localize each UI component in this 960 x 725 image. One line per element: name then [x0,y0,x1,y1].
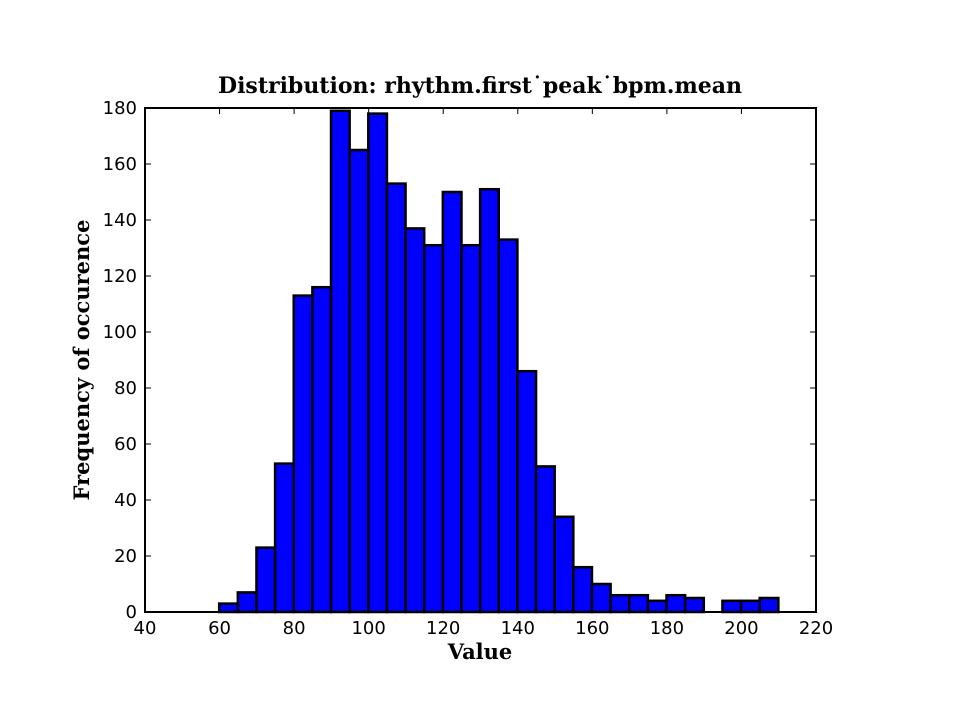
histogram-bar-2 [255,546,277,614]
histogram-bar-29 [758,596,780,614]
histogram-bar-19 [572,565,594,614]
axis-ticks-group: 40 60 80 100 120 140 160 180 200 220 0 20 40 60 80 100 1… [103,98,834,639]
histogram-bar-28 [739,599,761,614]
histogram-bar-10 [404,227,426,614]
histogram-bar-16 [516,369,538,614]
histogram-bar-27 [721,599,743,614]
y-tick-label-0: 0 [126,602,137,623]
x-tick-label-8: 200 [724,618,758,639]
histogram-bar-5 [311,285,333,614]
histogram-bar-18 [553,515,575,614]
histogram-bar-13 [460,243,482,614]
x-tick-label-3: 100 [351,618,385,639]
y-tick-label-4: 80 [114,378,137,399]
histogram-bar-24 [665,593,687,614]
histogram-bar-14 [478,187,501,614]
histogram-bar-7 [348,148,370,614]
histogram-bar-22 [627,593,650,614]
x-axis-title: Value [447,639,513,664]
histogram-bar-20 [590,582,612,614]
histogram-bar-23 [646,599,668,614]
histogram-bar-8 [367,112,389,614]
histogram-bar-6 [329,109,351,614]
histogram-bar-4 [292,294,314,614]
histogram-bar-9 [385,182,407,614]
histogram-bar-0 [217,602,240,614]
histogram-bar-21 [609,593,631,614]
x-tick-label-5: 140 [501,618,535,639]
histogram-bar-12 [441,190,463,614]
chart-title: Distribution: rhythm.first˙peak˙bpm.mean [218,73,742,99]
x-tick-label-2: 80 [283,618,306,639]
bars-group [217,109,780,614]
x-tick-label-0: 40 [134,618,157,639]
x-tick-label-4: 120 [426,618,460,639]
histogram-bar-11 [422,243,445,614]
histogram-bar-3 [273,462,295,614]
histogram-bar-25 [683,596,706,614]
x-tick-label-6: 160 [575,618,609,639]
y-tick-label-7: 140 [103,210,137,231]
y-tick-label-9: 180 [103,98,137,119]
x-tick-label-9: 220 [799,618,833,639]
y-tick-label-1: 20 [114,546,137,567]
y-tick-label-3: 60 [114,434,137,455]
y-tick-label-2: 40 [114,490,137,511]
y-tick-label-5: 100 [103,322,137,343]
y-tick-label-6: 120 [103,266,137,287]
plot-frame [144,107,817,613]
histogram-bar-17 [534,465,556,614]
y-axis-title: Frequency of occurence [69,220,94,501]
x-tick-label-7: 180 [650,618,684,639]
y-tick-label-8: 160 [103,154,137,175]
histogram-bar-15 [497,238,519,614]
x-tick-label-1: 60 [208,618,231,639]
histogram-bar-1 [236,591,258,614]
